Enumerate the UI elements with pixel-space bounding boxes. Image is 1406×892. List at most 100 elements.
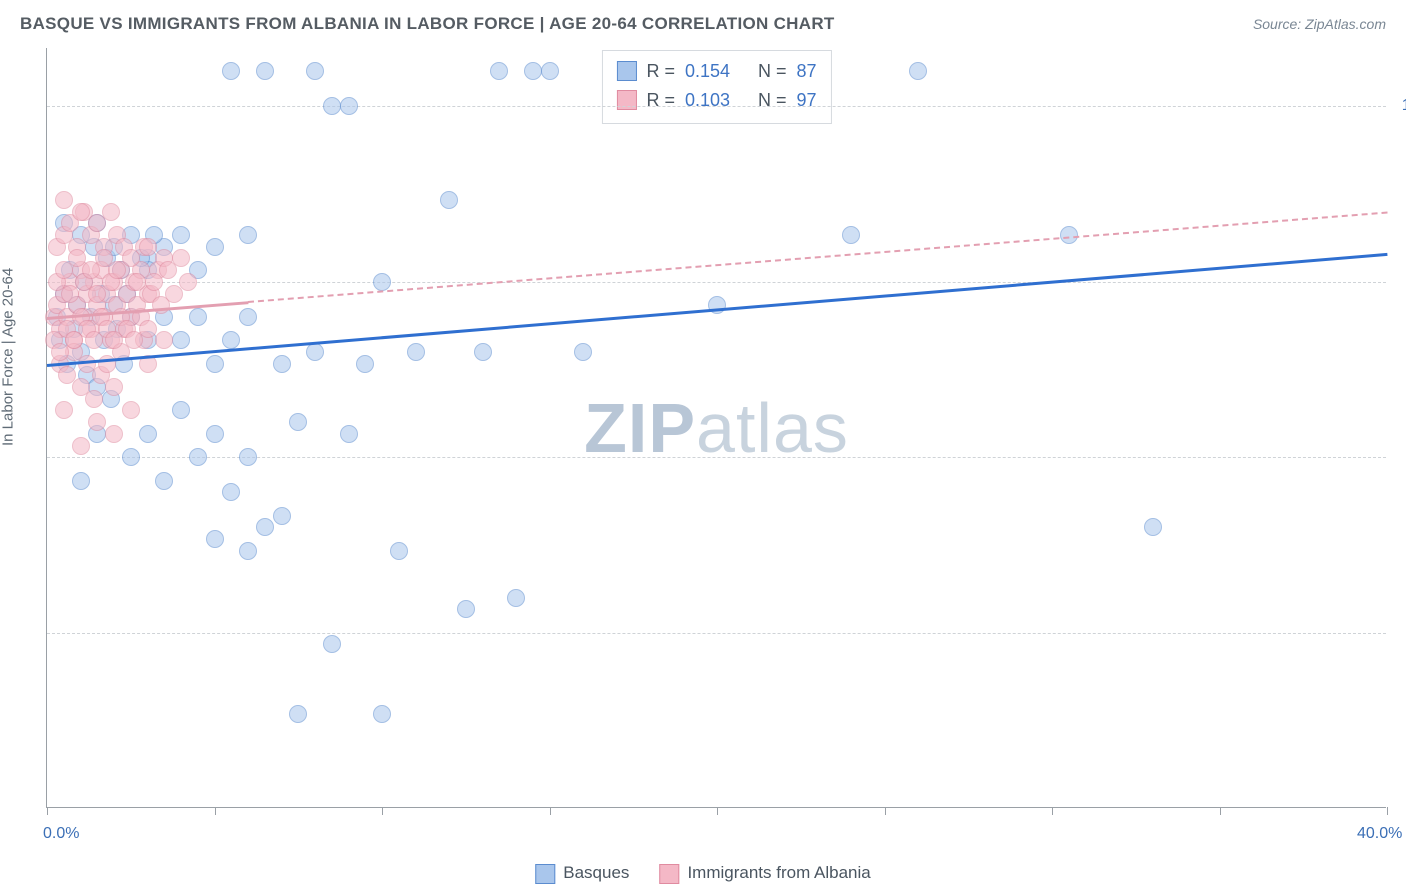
data-point	[490, 62, 508, 80]
data-point	[72, 472, 90, 490]
source-credit: Source: ZipAtlas.com	[1253, 16, 1386, 32]
watermark-part1: ZIP	[584, 389, 696, 467]
data-point	[105, 425, 123, 443]
data-point	[179, 273, 197, 291]
data-point	[239, 448, 257, 466]
data-point	[373, 273, 391, 291]
data-point	[172, 226, 190, 244]
chart-title: BASQUE VS IMMIGRANTS FROM ALBANIA IN LAB…	[20, 14, 835, 34]
data-point	[340, 97, 358, 115]
legend-n-value: 97	[797, 86, 817, 115]
chart-header: BASQUE VS IMMIGRANTS FROM ALBANIA IN LAB…	[0, 0, 1406, 48]
data-point	[273, 355, 291, 373]
legend-label: Immigrants from Albania	[687, 863, 870, 882]
watermark: ZIPatlas	[584, 388, 849, 468]
data-point	[122, 448, 140, 466]
legend-item: Basques	[535, 863, 629, 884]
y-axis-title: In Labor Force | Age 20-64	[0, 268, 17, 446]
x-tick	[717, 807, 718, 815]
data-point	[139, 425, 157, 443]
legend-r-label: R =	[646, 57, 675, 86]
data-point	[88, 413, 106, 431]
data-point	[407, 343, 425, 361]
data-point	[55, 191, 73, 209]
x-tick	[550, 807, 551, 815]
legend-n-label: N =	[758, 86, 787, 115]
data-point	[72, 203, 90, 221]
data-point	[574, 343, 592, 361]
data-point	[189, 308, 207, 326]
x-tick-label: 0.0%	[43, 825, 79, 843]
legend-n-label: N =	[758, 57, 787, 86]
data-point	[457, 600, 475, 618]
legend-row: R = 0.154 N = 87	[616, 57, 816, 86]
data-point	[139, 320, 157, 338]
data-point	[323, 97, 341, 115]
legend-swatch	[616, 61, 636, 81]
x-tick	[47, 807, 48, 815]
data-point	[239, 308, 257, 326]
data-point	[189, 448, 207, 466]
data-point	[206, 355, 224, 373]
data-point	[172, 331, 190, 349]
data-point	[72, 437, 90, 455]
data-point	[474, 343, 492, 361]
data-point	[85, 390, 103, 408]
legend-item: Immigrants from Albania	[659, 863, 870, 884]
data-point	[239, 226, 257, 244]
data-point	[155, 331, 173, 349]
data-point	[55, 401, 73, 419]
data-point	[1144, 518, 1162, 536]
data-point	[356, 355, 374, 373]
data-point	[256, 62, 274, 80]
data-point	[541, 62, 559, 80]
trend-line	[248, 212, 1387, 303]
data-point	[222, 62, 240, 80]
x-tick-label: 40.0%	[1357, 825, 1402, 843]
y-tick-label: 100.0%	[1402, 97, 1406, 115]
legend-n-value: 87	[797, 57, 817, 86]
data-point	[273, 507, 291, 525]
data-point	[306, 62, 324, 80]
data-point	[289, 705, 307, 723]
data-point	[239, 542, 257, 560]
data-point	[323, 635, 341, 653]
x-tick	[885, 807, 886, 815]
x-tick	[1220, 807, 1221, 815]
data-point	[256, 518, 274, 536]
scatter-chart: ZIPatlas R = 0.154N = 87R = 0.103N = 97 …	[46, 48, 1386, 808]
gridline	[47, 282, 1386, 283]
data-point	[139, 238, 157, 256]
data-point	[306, 343, 324, 361]
gridline	[47, 633, 1386, 634]
data-point	[440, 191, 458, 209]
data-point	[172, 249, 190, 267]
data-point	[909, 62, 927, 80]
watermark-part2: atlas	[696, 389, 849, 467]
gridline	[47, 106, 1386, 107]
legend-swatch	[659, 864, 679, 884]
data-point	[206, 425, 224, 443]
data-point	[122, 401, 140, 419]
x-tick	[1052, 807, 1053, 815]
correlation-legend: R = 0.154 N = 87 R = 0.103 N = 97	[601, 50, 831, 124]
data-point	[289, 413, 307, 431]
legend-r-value: 0.154	[685, 57, 730, 86]
data-point	[206, 530, 224, 548]
data-point	[842, 226, 860, 244]
data-point	[507, 589, 525, 607]
legend-r-label: R =	[646, 86, 675, 115]
x-tick	[1387, 807, 1388, 815]
data-point	[390, 542, 408, 560]
data-point	[524, 62, 542, 80]
legend-swatch	[535, 864, 555, 884]
data-point	[155, 472, 173, 490]
series-legend: Basques Immigrants from Albania	[535, 863, 870, 884]
data-point	[222, 331, 240, 349]
data-point	[373, 705, 391, 723]
legend-r-value: 0.103	[685, 86, 730, 115]
x-tick	[382, 807, 383, 815]
legend-label: Basques	[563, 863, 629, 882]
data-point	[105, 378, 123, 396]
data-point	[340, 425, 358, 443]
